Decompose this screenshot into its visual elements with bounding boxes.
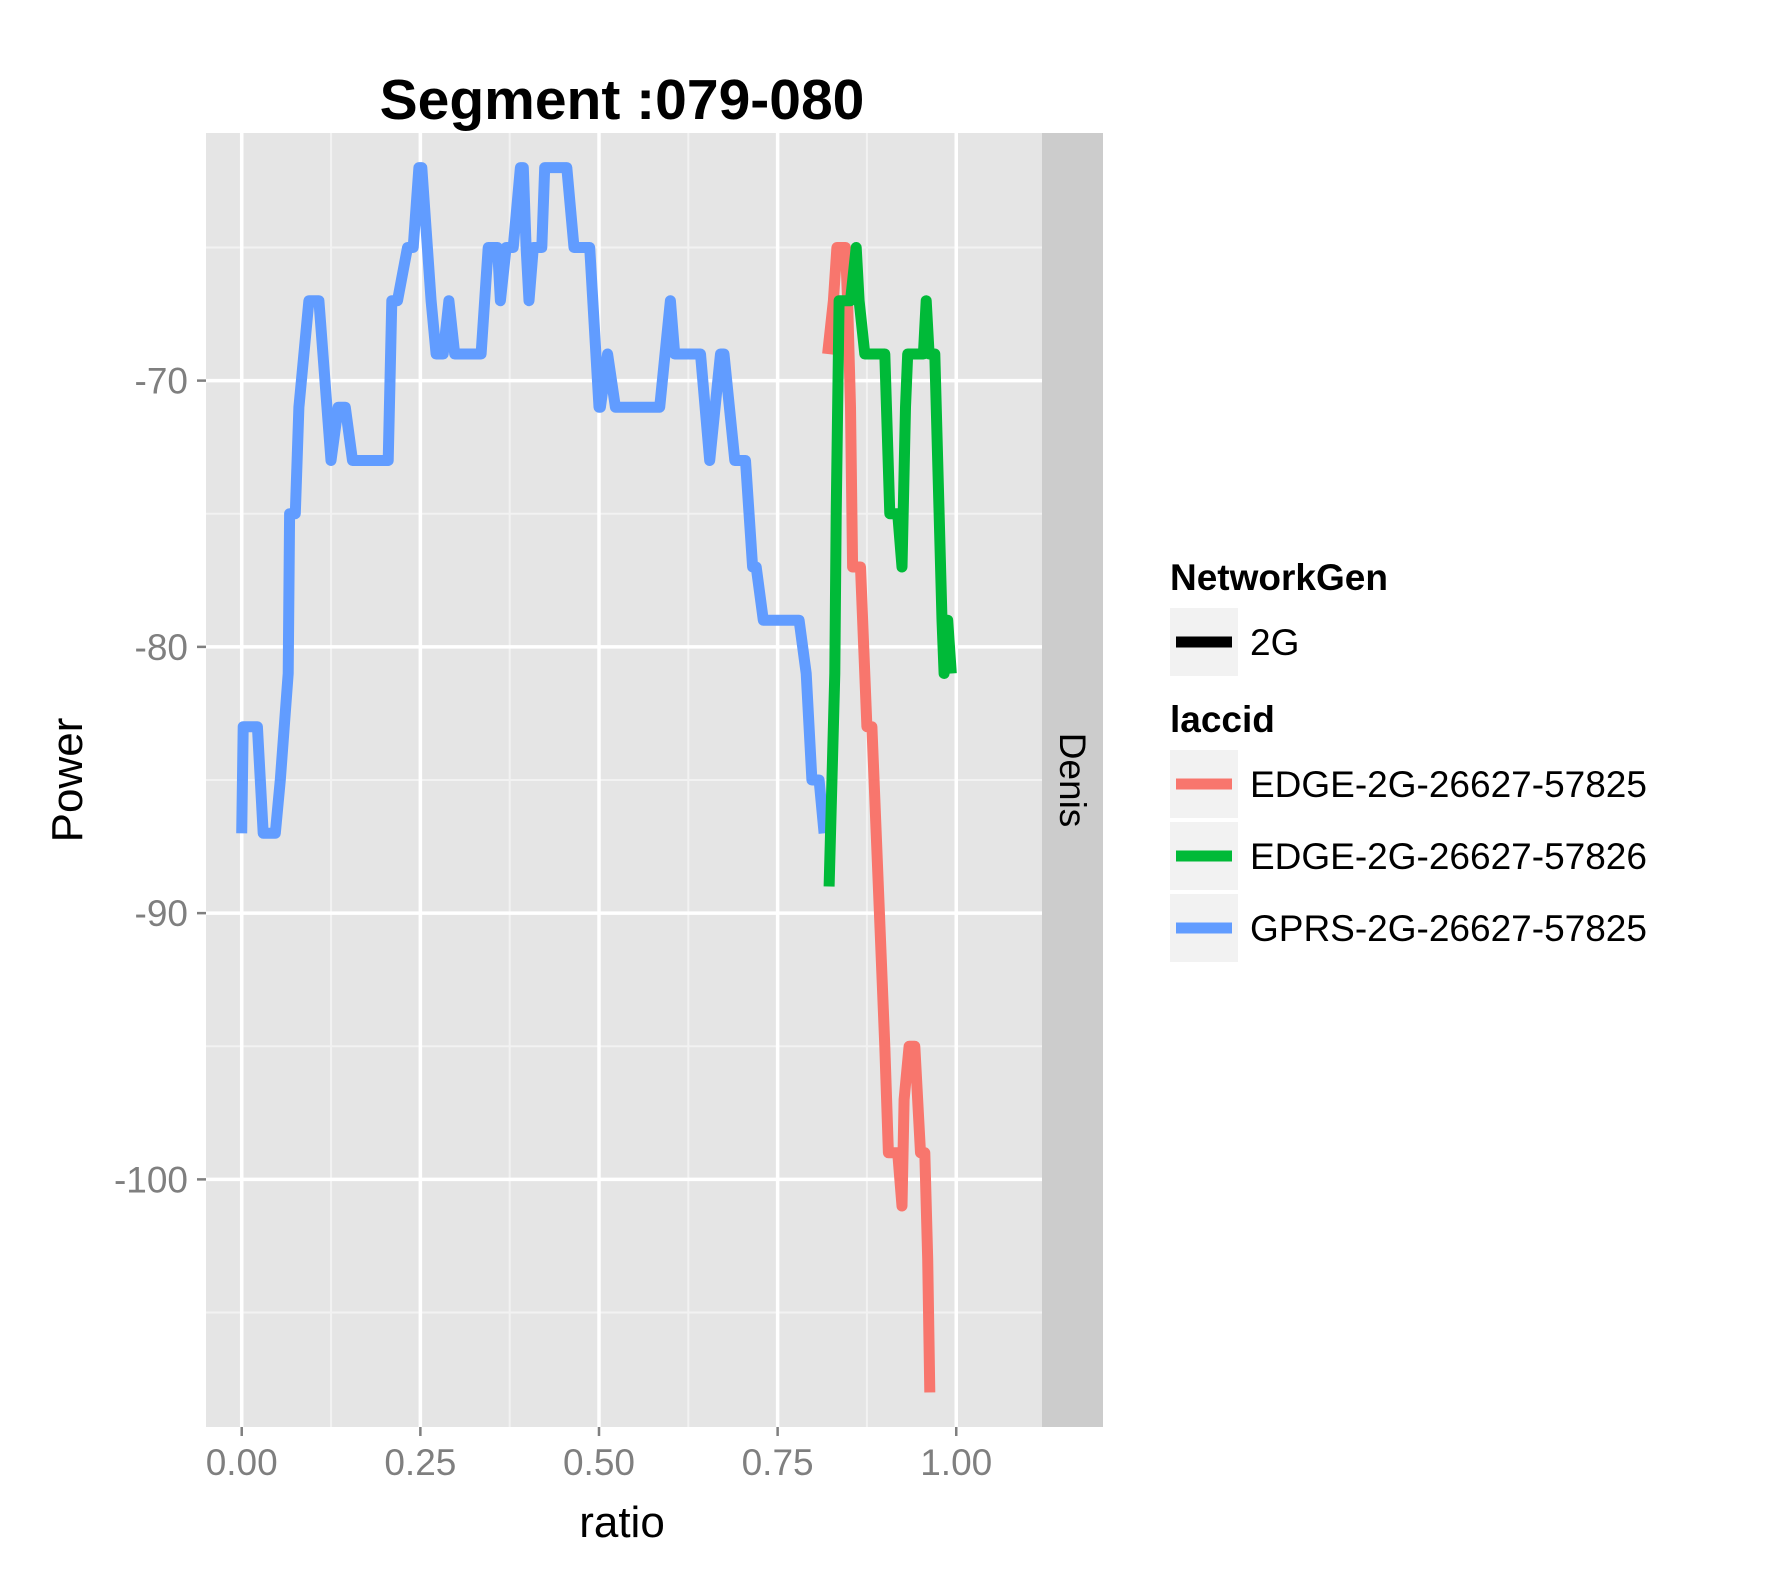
chart-title: Segment :079-080 — [380, 68, 865, 132]
y-tick-label: -80 — [135, 627, 188, 668]
series-line-1 — [822, 242, 936, 1393]
x-tick-label: 1.00 — [920, 1442, 992, 1483]
series-line-2 — [823, 242, 957, 887]
legend: NetworkGen 2G laccid EDGE-2G-26627-57825 EDG… — [1170, 557, 1647, 962]
y-axis-title: Power — [43, 718, 92, 843]
legend-title-1: laccid — [1170, 699, 1275, 740]
grid-major — [206, 133, 1042, 1427]
x-tick-label: 0.50 — [563, 1442, 635, 1483]
x-axis-title: ratio — [579, 1498, 665, 1547]
legend-title-0: NetworkGen — [1170, 557, 1388, 598]
legend-label-1-1: EDGE-2G-26627-57826 — [1250, 836, 1647, 877]
y-axis: -70 -80 -90 -100 — [114, 361, 206, 1200]
x-tick-label: 0.25 — [384, 1442, 456, 1483]
facet-strip — [1042, 133, 1103, 1427]
series-layer — [236, 162, 957, 1393]
y-tick-label: -70 — [135, 361, 188, 402]
facet-strip-label: Denis — [1052, 733, 1093, 828]
legend-label-1-2: GPRS-2G-26627-57825 — [1250, 908, 1647, 949]
y-tick-label: -90 — [135, 893, 188, 934]
legend-label-1-0: EDGE-2G-26627-57825 — [1250, 764, 1647, 805]
y-tick-label: -100 — [114, 1159, 188, 1200]
x-tick-label: 0.00 — [206, 1442, 278, 1483]
legend-label-0-0: 2G — [1250, 622, 1299, 663]
grid-minor — [206, 133, 1042, 1427]
x-tick-label: 0.75 — [742, 1442, 814, 1483]
x-axis: 0.00 0.25 0.50 0.75 1.00 — [206, 1427, 992, 1483]
series-line-0 — [236, 162, 830, 839]
